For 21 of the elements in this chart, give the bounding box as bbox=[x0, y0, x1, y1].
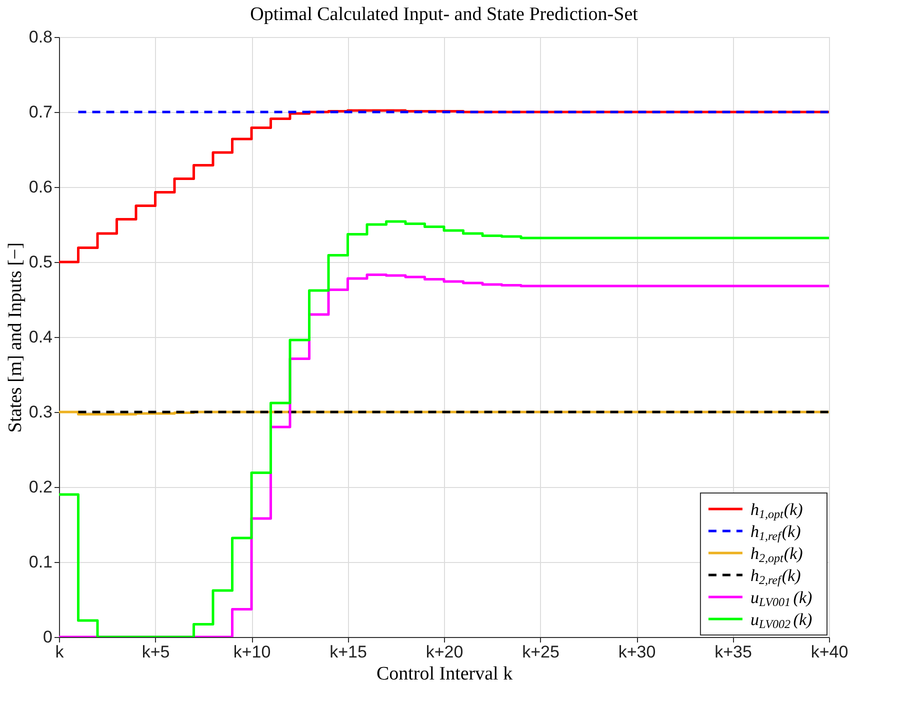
x-tick-label: k bbox=[55, 642, 64, 662]
y-tick-label: 0.7 bbox=[28, 102, 52, 122]
x-tick-label: k+35 bbox=[714, 642, 752, 662]
x-tick-label: k+20 bbox=[426, 642, 464, 662]
y-tick-label: 0.8 bbox=[28, 28, 52, 46]
y-tick-label: 0.4 bbox=[28, 328, 52, 346]
x-tick-label: k+30 bbox=[618, 642, 656, 662]
y-tick-label: 0.2 bbox=[28, 478, 52, 496]
chart-title: Optimal Calculated Input- and State Prediction-Set bbox=[250, 4, 639, 25]
x-tick-label: k+25 bbox=[522, 642, 560, 662]
x-tick-label: k+10 bbox=[233, 642, 271, 662]
y-tick-label: 0 bbox=[43, 628, 52, 646]
y-tick-label: 0.3 bbox=[28, 402, 52, 422]
x-axis-title: Control Interval k bbox=[376, 664, 514, 684]
y-tick-label: 0.5 bbox=[28, 252, 52, 272]
x-tick-label: k+40 bbox=[810, 642, 848, 662]
x-tick-label: k+5 bbox=[142, 642, 170, 662]
y-axis-title: States [m] and Inputs [−] bbox=[4, 242, 26, 433]
y-tick-label: 0.6 bbox=[28, 178, 52, 196]
x-tick-label: k+15 bbox=[330, 642, 367, 662]
y-tick-label: 0.1 bbox=[28, 552, 52, 572]
